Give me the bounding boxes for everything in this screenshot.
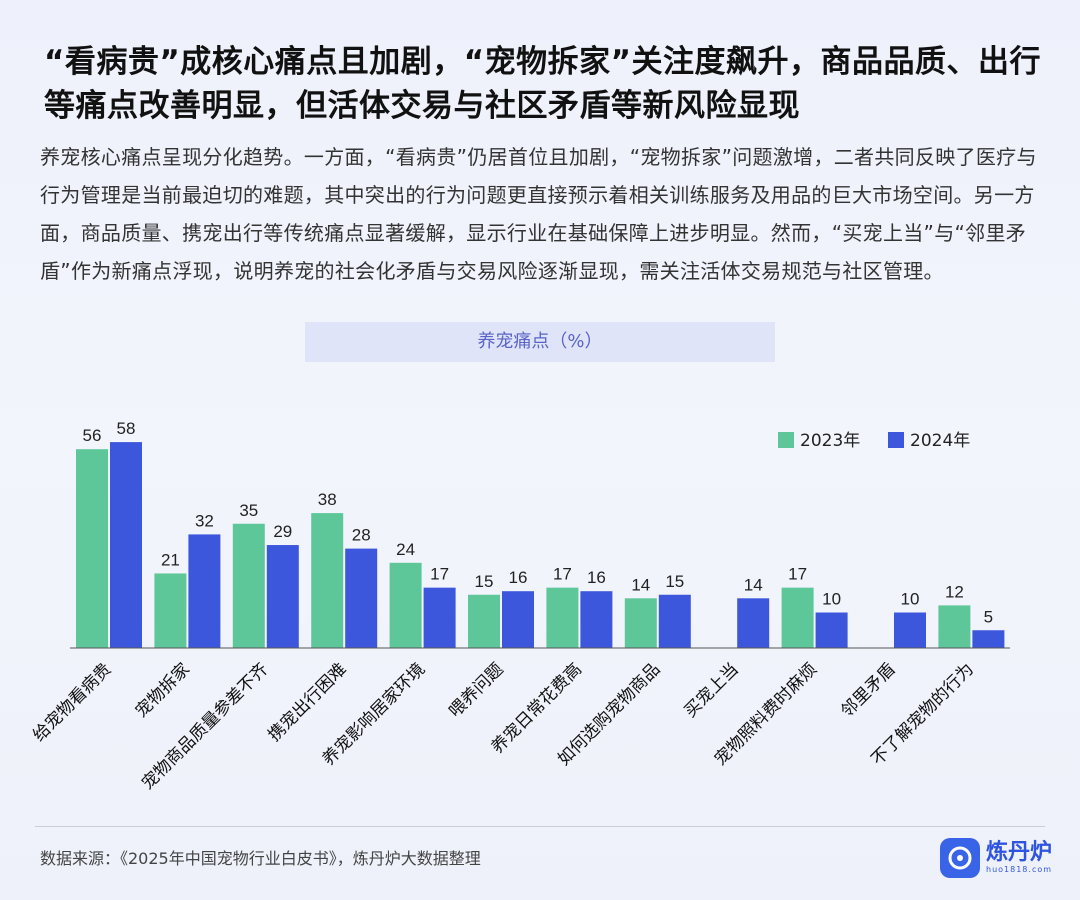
legend-label-1: 2023年 [800,431,860,451]
bar-1-12 [938,605,971,648]
bar-1-5 [389,562,422,648]
value-label-2-10: 10 [822,590,841,609]
value-label-1-4: 38 [318,490,337,509]
value-label-2-5: 17 [430,565,449,584]
bar-1-10 [781,587,814,648]
value-label-2-2: 32 [195,511,214,530]
bar-1-6 [468,594,500,648]
bar-1-7 [546,587,579,648]
value-label-1-10: 17 [788,565,807,584]
value-label-2-3: 29 [273,522,292,541]
bar-2-6 [502,591,534,648]
value-label-1-12: 12 [945,582,964,601]
category-label-2: 宠物拆家 [132,659,194,721]
category-label-3: 宠物商品质量参差不齐 [138,659,272,793]
value-labels: 56 58 21 32 35 29 38 28 24 17 15 16 17 16 14 15 14 17 10 10… [83,419,994,626]
bars-group [76,442,1005,648]
bar-2-3 [266,545,299,648]
value-label-2-4: 28 [352,526,371,545]
page-title: “看病贵”成核心痛点且加剧，“宠物拆家”关注度飙升，商品品质、出行等痛点改善明显… [44,44,1041,124]
category-label-1: 给宠物看病贵 [29,659,115,745]
bar-2-12 [972,630,1005,648]
bar-1-4 [311,513,344,648]
bar-2-10 [815,612,848,648]
bar-chart: 56 58 21 32 35 29 38 28 24 17 15 16 17 16 14 15 14 17 10 10… [29,419,1010,794]
value-label-1-7: 17 [553,565,572,584]
value-label-1-1: 56 [83,426,102,445]
legend-swatch-1 [778,432,794,448]
brand-name: 炼丹炉 [986,840,1053,865]
bar-2-2 [188,534,221,648]
bar-2-9 [737,598,770,648]
data-source: 数据来源：《2025年中国宠物行业白皮书》，炼丹炉大数据整理 [40,849,481,868]
bar-1-1 [76,449,108,648]
brand-logo: 炼丹炉 huo1818.com [940,838,1052,878]
bar-1-8 [624,598,657,648]
legend-swatch-2 [888,432,904,448]
bar-2-11 [894,612,926,648]
bar-2-7 [580,591,613,648]
bar-2-8 [658,594,691,648]
value-label-2-7: 16 [587,568,606,587]
bar-2-5 [423,587,456,648]
value-label-1-5: 24 [396,540,415,559]
chart-title: 养宠痛点（%） [305,322,775,362]
value-label-1-3: 35 [239,501,258,520]
value-label-1-8: 14 [631,575,650,594]
value-label-2-12: 5 [984,607,993,626]
footer-divider [35,826,1045,827]
category-label-9: 买宠上当 [681,659,743,721]
intro-paragraph: 养宠核心痛点呈现分化趋势。一方面，“看病贵”仍居首位且加剧，“宠物拆家”问题激增… [40,145,1037,283]
category-label-4: 携宠出行困难 [264,659,350,745]
category-label-6: 喂养问题 [445,659,507,721]
value-label-2-11: 10 [901,590,920,609]
category-label-11: 邻里矛盾 [837,659,899,721]
brand-url: huo1818.com [986,865,1053,874]
legend-label-2: 2024年 [910,431,970,451]
bar-2-4 [345,548,378,648]
value-label-1-6: 15 [475,572,494,591]
bar-1-3 [232,523,265,648]
value-label-2-6: 16 [509,568,528,587]
value-label-2-1: 58 [117,419,136,438]
bar-2-1 [110,442,142,648]
brand-logo-icon [940,838,980,878]
value-label-1-2: 21 [161,550,180,569]
value-label-2-8: 15 [665,572,684,591]
bar-1-2 [154,573,187,648]
legend: 2023年 2024年 [778,431,970,451]
value-label-2-9: 14 [744,575,763,594]
